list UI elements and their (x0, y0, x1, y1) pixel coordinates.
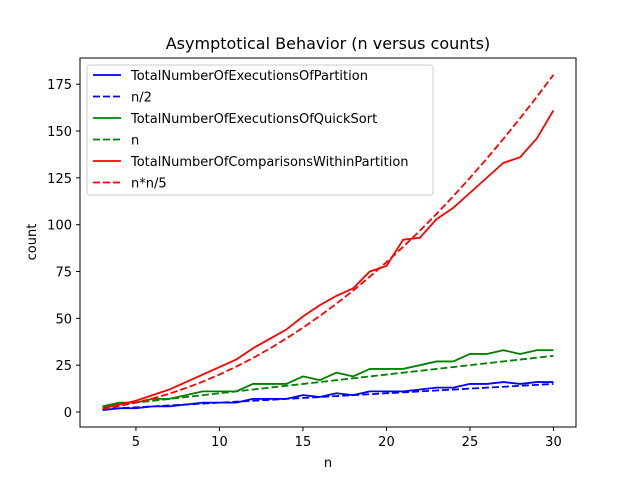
y-tick-label: 100 (47, 219, 72, 234)
series-line-1 (102, 383, 554, 411)
y-tick-label: 25 (55, 359, 72, 374)
y-axis-title: count (25, 224, 40, 261)
x-axis-ticks: 5 10 15 20 25 30 (132, 427, 562, 450)
legend-entries: TotalNumberOfExecutionsOfPartition n/2 Tot… (93, 69, 409, 192)
x-tick-label: 30 (545, 435, 562, 450)
plot-area-frame (79, 57, 577, 428)
x-tick-label: 10 (211, 435, 228, 450)
y-tick-label: 0 (64, 406, 72, 421)
y-tick-label: 125 (47, 172, 72, 187)
x-tick-label: 5 (132, 435, 140, 450)
y-axis-ticks: 0 25 50 75 100 125 150 175 (47, 78, 80, 421)
chart-title: Asymptotical Behavior (n versus counts) (166, 34, 491, 53)
series-line-3 (102, 354, 554, 408)
y-tick-label: 50 (55, 312, 72, 327)
legend-label-1: n/2 (131, 91, 152, 106)
y-tick-label: 175 (47, 78, 72, 93)
legend-box (86, 64, 434, 196)
x-tick-label: 15 (295, 435, 312, 450)
legend-label-4: TotalNumberOfComparisonsWithinPartition (130, 155, 409, 170)
plot-series-layer (102, 74, 555, 412)
y-tick-label: 150 (47, 125, 72, 140)
x-tick-label: 25 (462, 435, 479, 450)
series-line-4 (102, 109, 555, 410)
legend: TotalNumberOfExecutionsOfPartition n/2 Tot… (86, 64, 434, 196)
series-line-5 (102, 74, 555, 410)
x-tick-label: 20 (378, 435, 395, 450)
y-tick-label: 75 (55, 266, 72, 281)
legend-label-5: n*n/5 (131, 177, 167, 192)
legend-label-0: TotalNumberOfExecutionsOfPartition (130, 69, 368, 84)
legend-label-2: TotalNumberOfExecutionsOfQuickSort (130, 112, 377, 127)
series-line-2 (102, 349, 554, 408)
legend-label-3: n (131, 134, 139, 149)
x-axis-title: n (324, 456, 332, 471)
